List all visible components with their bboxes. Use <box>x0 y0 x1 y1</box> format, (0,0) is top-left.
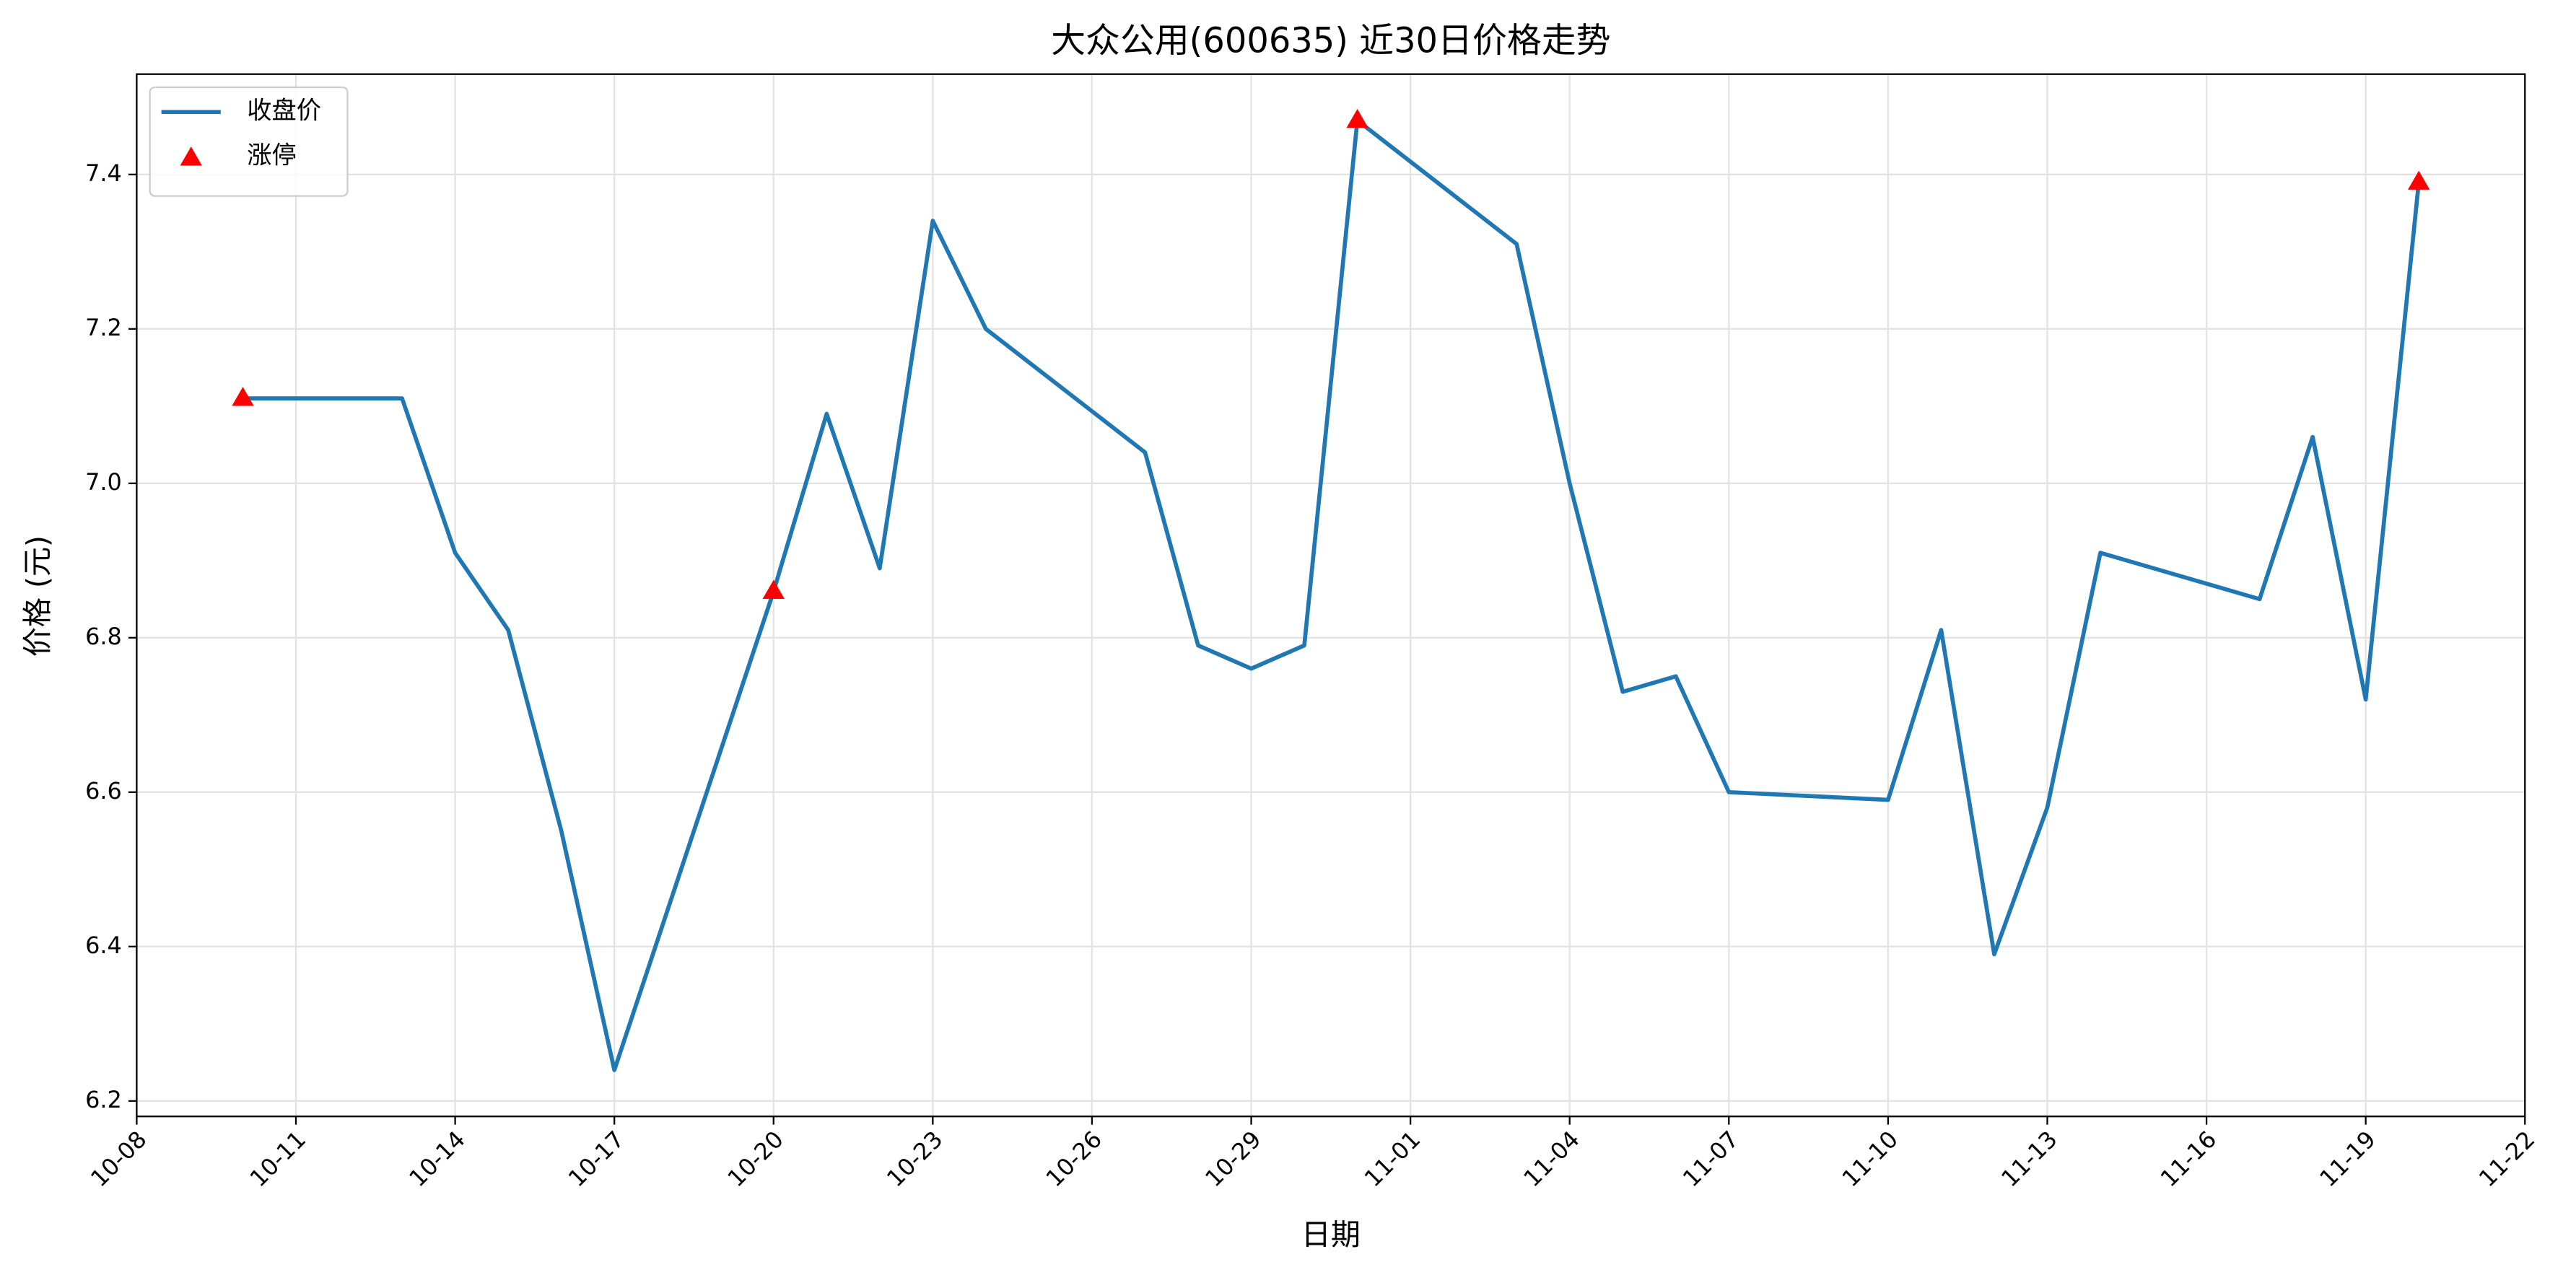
y-tick-label: 7.2 <box>85 314 122 341</box>
y-tick-label: 6.2 <box>85 1086 122 1113</box>
y-axis-label: 价格 (元) <box>20 535 55 657</box>
plot-frame <box>136 73 2526 1118</box>
price-line <box>243 118 2422 1072</box>
y-tick-label: 7.4 <box>85 159 122 187</box>
y-tick-label: 6.8 <box>85 623 122 650</box>
limit-up-marker <box>762 579 785 600</box>
x-axis-label: 日期 <box>1301 1217 1361 1252</box>
legend-swatch <box>180 146 202 166</box>
y-tick-label: 6.4 <box>85 932 122 959</box>
limit-up-marker <box>232 387 254 406</box>
limit-up-marker <box>1346 108 1368 128</box>
y-tick-label: 7.0 <box>85 468 122 496</box>
legend-label: 涨停 <box>247 141 296 170</box>
limit-up-marker <box>2408 170 2430 190</box>
legend-label: 收盘价 <box>247 97 321 126</box>
legend-box <box>149 86 349 197</box>
chart-title: 大众公用(600635) 近30日价格走势 <box>1051 21 1611 61</box>
y-tick-label: 6.6 <box>85 777 122 805</box>
